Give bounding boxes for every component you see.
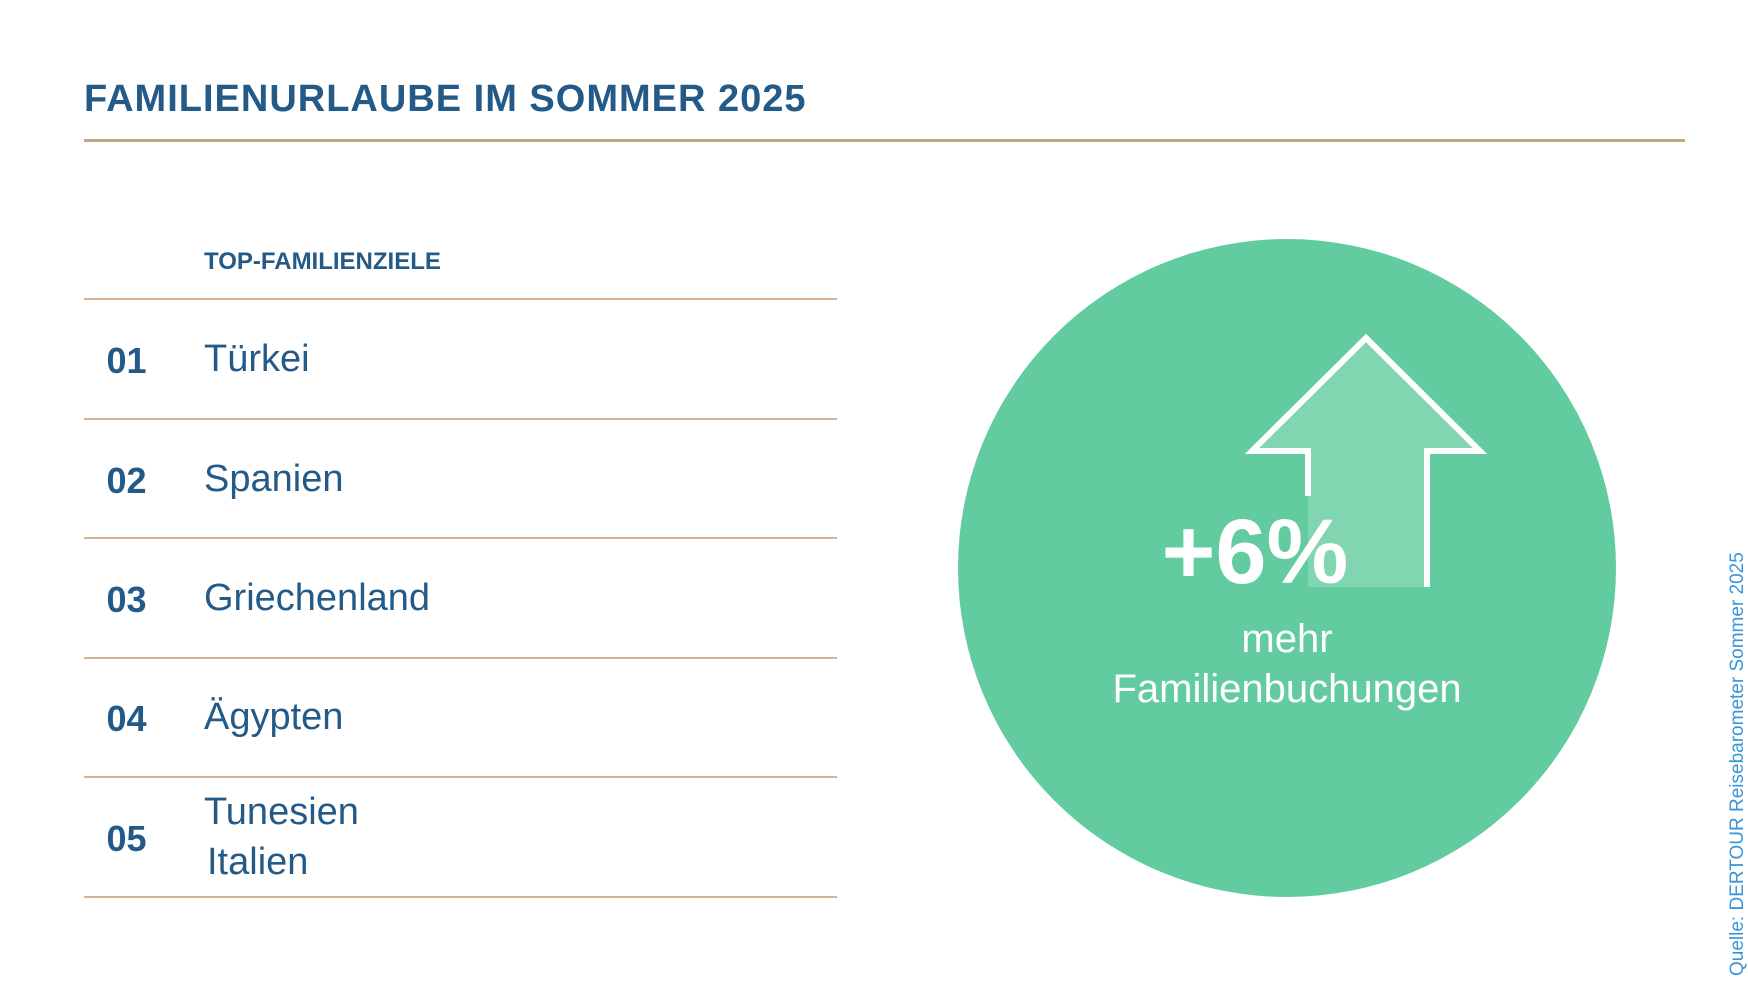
destination-name: Ägypten	[204, 696, 344, 738]
ranking-header: TOP-FAMILIENZIELE	[204, 248, 441, 275]
rank-number: 05	[106, 818, 147, 859]
destination-name: Spanien	[204, 458, 344, 500]
row-divider	[84, 418, 837, 420]
growth-value: +6%	[1161, 501, 1349, 603]
growth-caption: mehr Familienbuchungen	[1037, 614, 1537, 714]
row-divider	[84, 896, 837, 898]
destination-name: Griechenland	[204, 577, 431, 619]
rank-number: 01	[106, 340, 147, 381]
highlight-circle	[958, 239, 1616, 897]
title-divider	[84, 139, 1685, 142]
arrow-up-icon	[1244, 333, 1488, 587]
caption-line-1: mehr	[1241, 617, 1333, 661]
destination-name: Türkei	[204, 338, 310, 380]
row-divider	[84, 776, 837, 778]
rank-number: 04	[106, 698, 147, 739]
row-divider	[84, 298, 837, 300]
caption-line-2: Familienbuchungen	[1112, 667, 1462, 711]
destination-name: Tunesien	[204, 791, 359, 833]
destination-name: Italien	[207, 841, 309, 883]
source-note: Quelle: DERTOUR Reisebarometer Sommer 20…	[1727, 552, 1748, 976]
page-title: FAMILIENURLAUBE IM SOMMER 2025	[84, 78, 807, 120]
row-divider	[84, 657, 837, 659]
row-divider	[84, 537, 837, 539]
rank-number: 02	[106, 460, 147, 501]
rank-number: 03	[106, 579, 147, 620]
